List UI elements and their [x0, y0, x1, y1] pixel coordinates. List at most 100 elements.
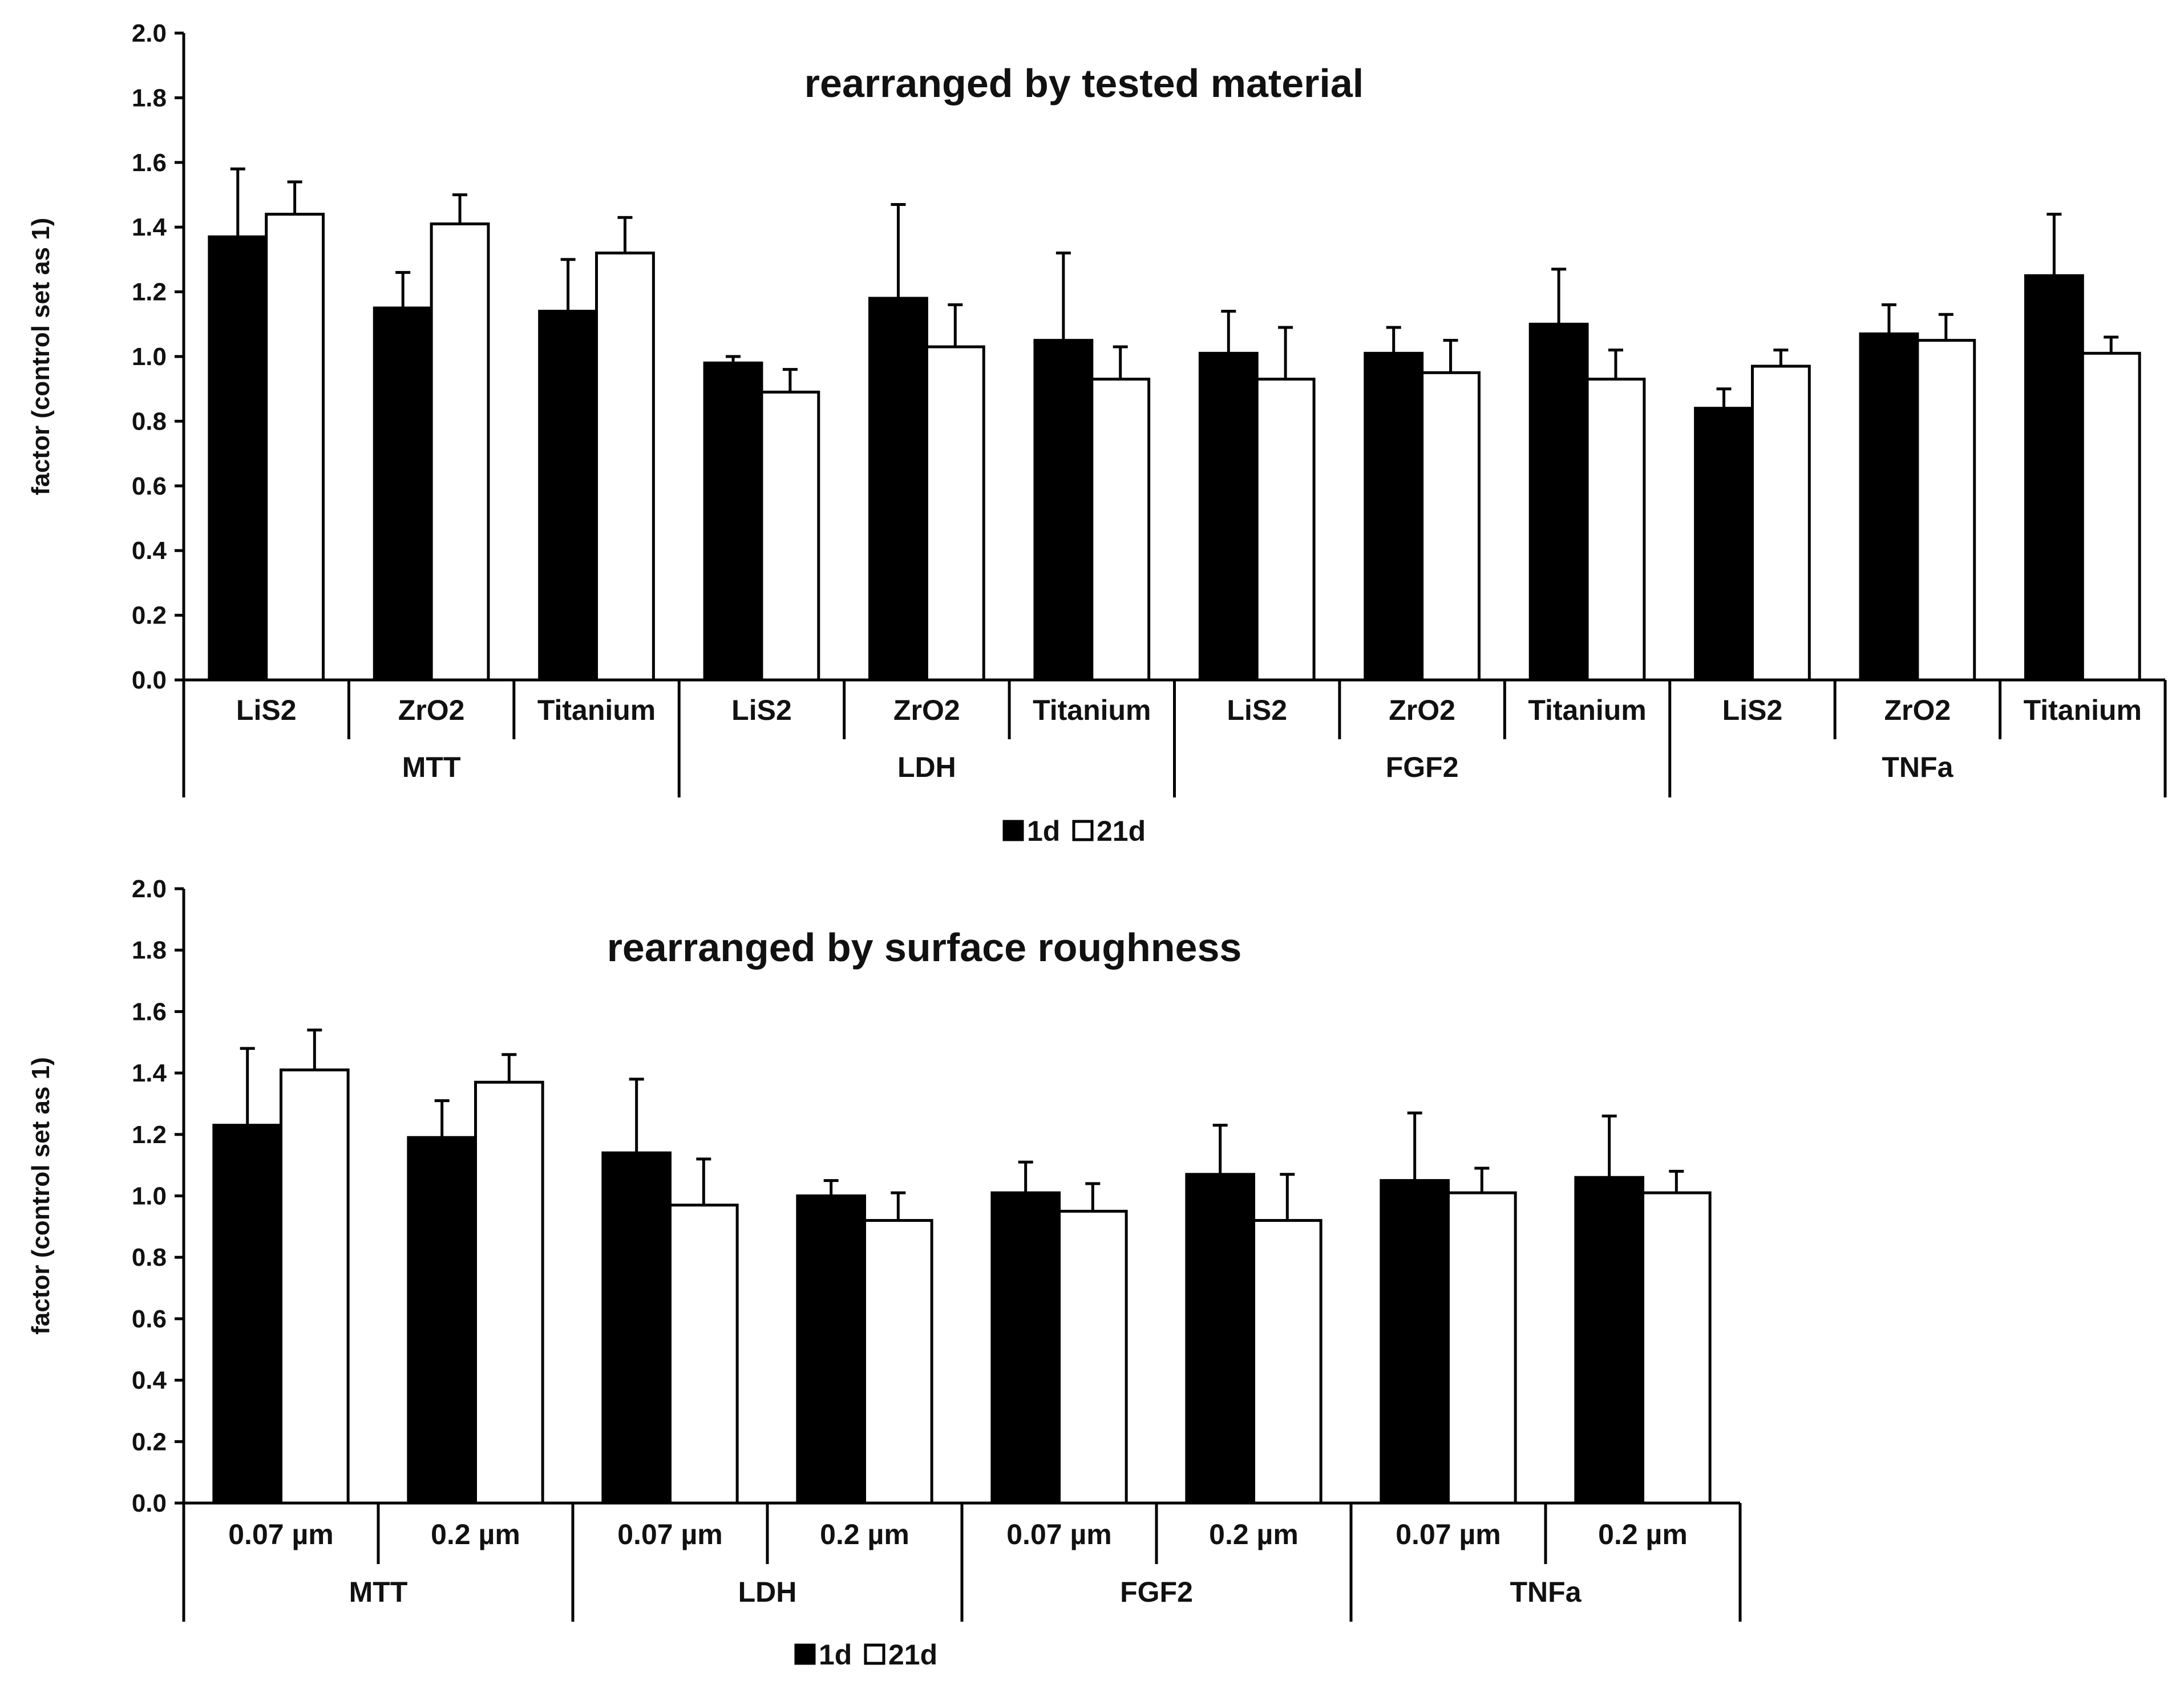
legend-label-1d: 1d [819, 1639, 852, 1671]
category-label: Titanium [2024, 694, 2142, 726]
category-label: 0.2 µm [1598, 1518, 1688, 1550]
bar-21d [595, 252, 655, 682]
bar-1d [1528, 322, 1589, 682]
group-label: LDH [897, 751, 956, 783]
y-tick-label: 0.0 [132, 666, 167, 694]
y-tick-label: 0.4 [132, 1367, 167, 1395]
category-label: 0.07 µm [1006, 1518, 1111, 1550]
y-tick-label: 0.6 [132, 472, 167, 500]
y-tick-label: 2.0 [132, 19, 167, 47]
bar-1d [1198, 351, 1259, 682]
legend-label-21d: 21d [1097, 815, 1146, 847]
bar-1d [796, 1194, 866, 1505]
category-label: 0.2 µm [1209, 1518, 1299, 1550]
bar-21d [1058, 1209, 1128, 1505]
category-label: ZrO2 [1884, 694, 1951, 726]
category-label: ZrO2 [1389, 694, 1455, 726]
category-label: 0.07 µm [1396, 1518, 1501, 1550]
bar-1d [703, 361, 763, 682]
bar-21d [863, 1219, 933, 1505]
bar-21d [760, 390, 820, 682]
bar-1d [1033, 339, 1094, 682]
bar-1d [2024, 274, 2084, 682]
legend-swatch-1d [794, 1643, 816, 1665]
bar-1d [373, 306, 433, 682]
legend-swatch-21d [864, 1643, 885, 1665]
group-label: MTT [402, 751, 461, 783]
bar-21d [1586, 378, 1646, 682]
group-label: LDH [738, 1576, 797, 1608]
y-tick-label: 0.0 [132, 1489, 167, 1517]
bar-21d [1750, 364, 1811, 682]
y-tick-label: 0.4 [132, 537, 167, 565]
bar-21d [1447, 1191, 1517, 1505]
bar-1d [538, 310, 598, 682]
y-tick-label: 1.6 [132, 998, 167, 1026]
chart-by-material: 0.0 0.2 0.4 0.6 0.8 1.0 1.2 1.4 1.6 1.8 2.0 factor … [27, 19, 2167, 847]
legend-swatch-21d [1072, 820, 1094, 841]
bar-1d [1694, 407, 1754, 682]
group-label: TNFa [1510, 1576, 1582, 1608]
bar-21d [1090, 378, 1151, 682]
bar-1d [990, 1191, 1061, 1505]
y-tick-label: 0.8 [132, 1244, 167, 1271]
bar-21d [1641, 1191, 1712, 1505]
bar-21d [1252, 1219, 1322, 1505]
bar-21d [1421, 371, 1481, 682]
category-label: 0.2 µm [431, 1518, 520, 1550]
y-tick-label: 1.6 [132, 149, 167, 177]
chart-title: rearranged by tested material [804, 61, 1364, 106]
y-tick-label: 1.4 [132, 213, 167, 241]
category-label: 0.07 µm [228, 1518, 333, 1550]
bar-21d [474, 1080, 544, 1505]
category-label: LiS2 [1722, 694, 1783, 726]
bar-21d [925, 345, 985, 682]
bar-1d [601, 1151, 672, 1505]
bar-21d [1255, 378, 1316, 682]
bar-1d [407, 1136, 477, 1505]
legend-swatch-1d [1002, 820, 1024, 841]
category-label: Titanium [537, 694, 656, 726]
bar-21d [669, 1204, 739, 1505]
bar-1d [1574, 1176, 1644, 1505]
bar-21d [265, 213, 325, 682]
y-tick-label: 0.6 [132, 1305, 167, 1333]
y-tick-label: 1.2 [132, 278, 167, 306]
y-tick-label: 2.0 [132, 875, 167, 903]
category-label: LiS2 [731, 694, 792, 726]
category-label: ZrO2 [398, 694, 465, 726]
y-tick-label: 0.8 [132, 407, 167, 435]
category-label: 0.07 µm [617, 1518, 722, 1550]
y-tick-label: 1.0 [132, 1182, 167, 1210]
category-label: LiS2 [236, 694, 297, 726]
bar-1d [208, 235, 268, 682]
bar-1d [1380, 1179, 1450, 1505]
bar-1d [1185, 1173, 1255, 1505]
y-tick-label: 1.8 [132, 937, 167, 965]
chart-title: rearranged by surface roughness [607, 925, 1242, 970]
bar-1d [1364, 351, 1424, 682]
bar-21d [430, 222, 490, 682]
legend-label-21d: 21d [888, 1639, 937, 1671]
legend: 1d 21d [1002, 815, 1146, 847]
category-label: Titanium [1033, 694, 1151, 726]
chart-by-roughness: 0.0 0.2 0.4 0.6 0.8 1.0 1.2 1.4 1.6 1.8 2.0 factor … [27, 875, 1742, 1671]
bar-1d [212, 1124, 283, 1505]
legend: 1d 21d [794, 1639, 937, 1671]
legend-label-1d: 1d [1027, 815, 1060, 847]
category-label: LiS2 [1227, 694, 1287, 726]
bar-1d [1859, 332, 1919, 682]
y-tick-label: 1.8 [132, 84, 167, 112]
y-tick-label: 1.0 [132, 343, 167, 371]
category-label: Titanium [1528, 694, 1646, 726]
group-label: FGF2 [1386, 751, 1459, 783]
bar-1d [868, 297, 928, 682]
y-tick-label: 1.2 [132, 1121, 167, 1149]
y-tick-label: 0.2 [132, 1428, 167, 1456]
category-label: ZrO2 [893, 694, 960, 726]
group-label: MTT [349, 1576, 408, 1608]
bar-21d [1916, 339, 1976, 682]
group-label: FGF2 [1120, 1576, 1193, 1608]
y-axis-label: factor (control set as 1) [27, 1057, 55, 1335]
